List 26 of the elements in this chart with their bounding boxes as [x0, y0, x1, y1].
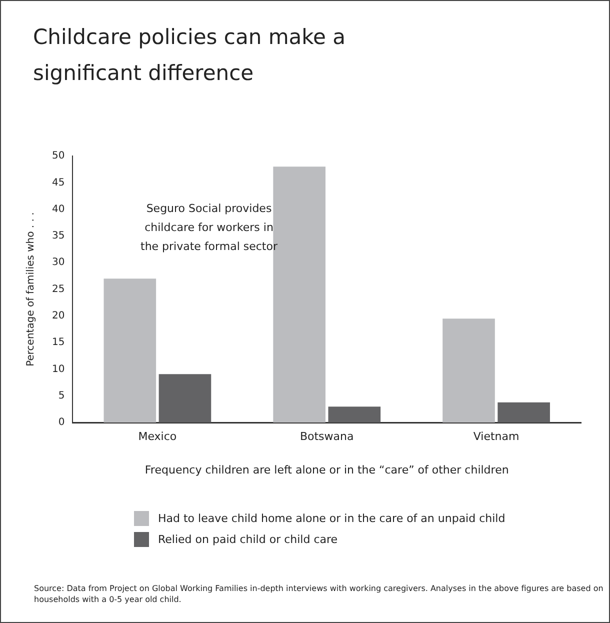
chart-title: Childcare policies can make a significant difference — [33, 24, 347, 87]
x-tick-label: Botswana — [300, 430, 354, 444]
y-tick-label: 10 — [52, 364, 65, 375]
x-axis-title: Frequency children are left alone or in the “care” of other children — [144, 463, 509, 476]
bar — [158, 374, 212, 423]
y-tick-label: 50 — [52, 150, 65, 162]
bar — [498, 402, 550, 423]
y-tick-label: 35 — [52, 230, 65, 242]
y-axis-title: Percentage of families who . . . — [26, 212, 37, 366]
legend-label: Had to leave child home alone or in the care of an unpaid child — [158, 512, 506, 525]
y-tick-label: 40 — [52, 204, 65, 215]
y-tick-label: 0 — [58, 417, 65, 428]
y-tick-label: 25 — [52, 284, 65, 295]
bar — [104, 278, 156, 423]
legend-label: Relied on paid child or child care — [158, 533, 338, 546]
y-tick-label: 45 — [52, 177, 65, 188]
source-note: Source: Data from Project on Global Working Families in-depth interviews with working caregivers. Analyses in the above figures are based on households with a 0-5 year old child. — [34, 583, 604, 605]
y-tick-label: 20 — [52, 310, 65, 322]
y-tick-label: 15 — [52, 337, 65, 348]
y-tick-label: 5 — [58, 390, 65, 402]
annotation: Seguro Social provides childcare for workers in the private formal sector — [140, 201, 278, 255]
y-tick-label: 30 — [52, 257, 65, 268]
bar — [328, 406, 381, 423]
x-tick-label: Vietnam — [473, 430, 520, 444]
bar — [442, 318, 495, 423]
x-tick-label: Mexico — [138, 430, 177, 444]
